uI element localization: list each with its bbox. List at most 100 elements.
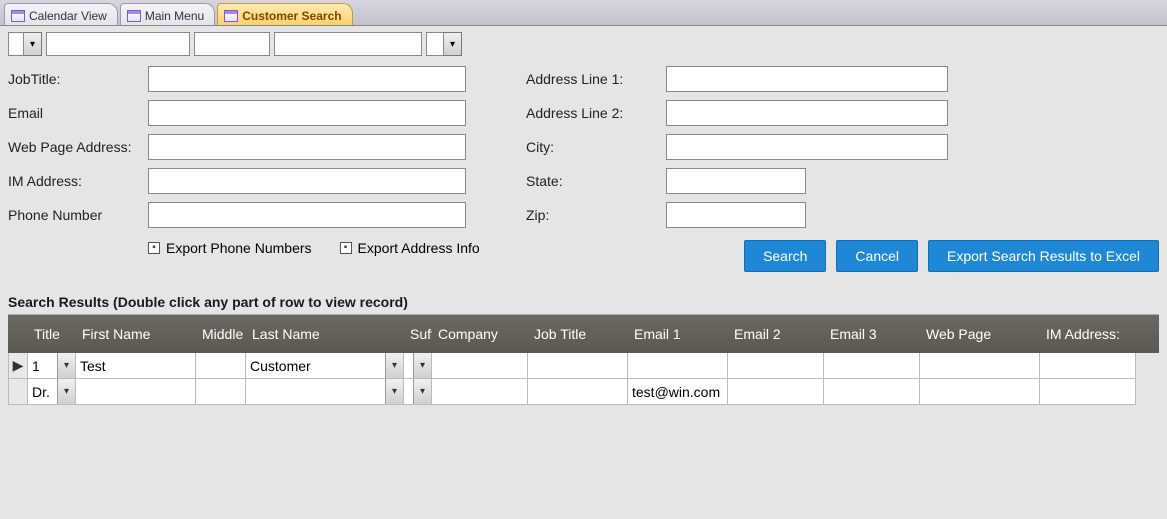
- cancel-button[interactable]: Cancel: [836, 240, 918, 272]
- chevron-down-icon[interactable]: ▾: [385, 379, 403, 404]
- cell-company[interactable]: [432, 353, 528, 379]
- cell-company[interactable]: [432, 379, 528, 405]
- webpage-label: Web Page Address:: [8, 139, 148, 155]
- cell-email1[interactable]: [628, 353, 728, 379]
- col-im[interactable]: IM Address:: [1040, 326, 1136, 342]
- col-jobtitle[interactable]: Job Title: [528, 326, 628, 342]
- results-label: Search Results (Double click any part of…: [8, 294, 1159, 310]
- tab-label: Calendar View: [29, 9, 107, 23]
- left-column: JobTitle: Email Web Page Address: IM Add…: [8, 66, 466, 236]
- imaddress-label: IM Address:: [8, 173, 148, 189]
- col-title[interactable]: Title: [28, 326, 76, 342]
- city-label: City:: [526, 139, 666, 155]
- chevron-down-icon[interactable]: ▾: [385, 353, 403, 378]
- filter-last-input[interactable]: [274, 32, 422, 56]
- tab-bar: Calendar View Main Menu Customer Search: [0, 0, 1167, 26]
- state-label: State:: [526, 173, 666, 189]
- zip-label: Zip:: [526, 207, 666, 223]
- cell-email3[interactable]: [824, 353, 920, 379]
- addr1-label: Address Line 1:: [526, 71, 666, 87]
- email-input[interactable]: [148, 100, 466, 126]
- state-input[interactable]: [666, 168, 806, 194]
- filter-suffix-input[interactable]: [426, 32, 444, 56]
- cell-web[interactable]: [920, 353, 1040, 379]
- tab-customer-search[interactable]: Customer Search: [217, 3, 352, 25]
- jobtitle-input[interactable]: [148, 66, 466, 92]
- form-icon: [11, 10, 25, 22]
- export-phones-label: Export Phone Numbers: [166, 240, 312, 256]
- tab-calendar-view[interactable]: Calendar View: [4, 3, 118, 25]
- filter-first-input[interactable]: [46, 32, 190, 56]
- col-suffix[interactable]: Suffix: [404, 326, 432, 342]
- addr1-input[interactable]: [666, 66, 948, 92]
- phone-input[interactable]: [148, 202, 466, 228]
- chevron-down-icon[interactable]: ▾: [57, 353, 75, 378]
- cell-jobtitle[interactable]: [528, 379, 628, 405]
- chevron-down-icon[interactable]: ▾: [413, 379, 431, 404]
- cell-email2[interactable]: [728, 353, 824, 379]
- addr2-label: Address Line 2:: [526, 105, 666, 121]
- col-first[interactable]: First Name: [76, 326, 196, 342]
- cell-last[interactable]: Customer▾: [246, 353, 404, 379]
- cell-title[interactable]: 1▾: [28, 353, 76, 379]
- table-row[interactable]: ▶ 1▾ Test Customer▾ ▾: [8, 353, 1159, 379]
- phone-label: Phone Number: [8, 207, 148, 223]
- top-filter-row: ▾ ▾: [8, 32, 1159, 56]
- city-input[interactable]: [666, 134, 948, 160]
- row-selector-icon[interactable]: [8, 379, 28, 405]
- col-email3[interactable]: Email 3: [824, 326, 920, 342]
- zip-input[interactable]: [666, 202, 806, 228]
- chevron-down-icon[interactable]: ▾: [57, 379, 75, 404]
- filter-title-dropdown[interactable]: ▾: [8, 32, 42, 56]
- export-checks: ▪ Export Phone Numbers ▪ Export Address …: [148, 240, 480, 256]
- chevron-down-icon[interactable]: ▾: [444, 32, 462, 56]
- filter-suffix-dropdown[interactable]: ▾: [426, 32, 462, 56]
- form-icon: [127, 10, 141, 22]
- chevron-down-icon[interactable]: ▾: [413, 353, 431, 378]
- cell-middle[interactable]: [196, 379, 246, 405]
- tab-main-menu[interactable]: Main Menu: [120, 3, 215, 25]
- export-address-label: Export Address Info: [358, 240, 480, 256]
- form-content: ▾ ▾ JobTitle: Email Web Page Address:: [0, 26, 1167, 411]
- col-email2[interactable]: Email 2: [728, 326, 824, 342]
- cell-email2[interactable]: [728, 379, 824, 405]
- chevron-down-icon[interactable]: ▾: [24, 32, 42, 56]
- cell-last[interactable]: ▾: [246, 379, 404, 405]
- checkbox-icon: ▪: [148, 242, 160, 254]
- cell-title[interactable]: Dr.▾: [28, 379, 76, 405]
- addr2-input[interactable]: [666, 100, 948, 126]
- export-button[interactable]: Export Search Results to Excel: [928, 240, 1159, 272]
- results-grid: Title First Name Middle Last Name Suffix…: [8, 314, 1159, 405]
- search-button[interactable]: Search: [744, 240, 826, 272]
- cell-web[interactable]: [920, 379, 1040, 405]
- col-email1[interactable]: Email 1: [628, 326, 728, 342]
- cell-middle[interactable]: [196, 353, 246, 379]
- tab-label: Customer Search: [242, 9, 341, 23]
- email-label: Email: [8, 105, 148, 121]
- grid-header: Title First Name Middle Last Name Suffix…: [8, 315, 1159, 353]
- right-column: Address Line 1: Address Line 2: City: St…: [526, 66, 948, 236]
- cell-suffix[interactable]: ▾: [404, 379, 432, 405]
- export-address-check[interactable]: ▪ Export Address Info: [340, 240, 480, 256]
- webpage-input[interactable]: [148, 134, 466, 160]
- cell-im[interactable]: [1040, 353, 1136, 379]
- row-selector-icon[interactable]: ▶: [8, 353, 28, 379]
- filter-title-input[interactable]: [8, 32, 24, 56]
- col-middle[interactable]: Middle: [196, 326, 246, 342]
- export-phones-check[interactable]: ▪ Export Phone Numbers: [148, 240, 312, 256]
- cell-first[interactable]: Test: [76, 353, 196, 379]
- table-row[interactable]: Dr.▾ ▾ ▾ test@win.com: [8, 379, 1159, 405]
- cell-suffix[interactable]: ▾: [404, 353, 432, 379]
- form-icon: [224, 10, 238, 22]
- cell-first[interactable]: [76, 379, 196, 405]
- col-web[interactable]: Web Page: [920, 326, 1040, 342]
- checkbox-icon: ▪: [340, 242, 352, 254]
- col-company[interactable]: Company: [432, 326, 528, 342]
- cell-email3[interactable]: [824, 379, 920, 405]
- filter-middle-input[interactable]: [194, 32, 270, 56]
- col-last[interactable]: Last Name: [246, 326, 404, 342]
- imaddress-input[interactable]: [148, 168, 466, 194]
- cell-im[interactable]: [1040, 379, 1136, 405]
- cell-jobtitle[interactable]: [528, 353, 628, 379]
- cell-email1[interactable]: test@win.com: [628, 379, 728, 405]
